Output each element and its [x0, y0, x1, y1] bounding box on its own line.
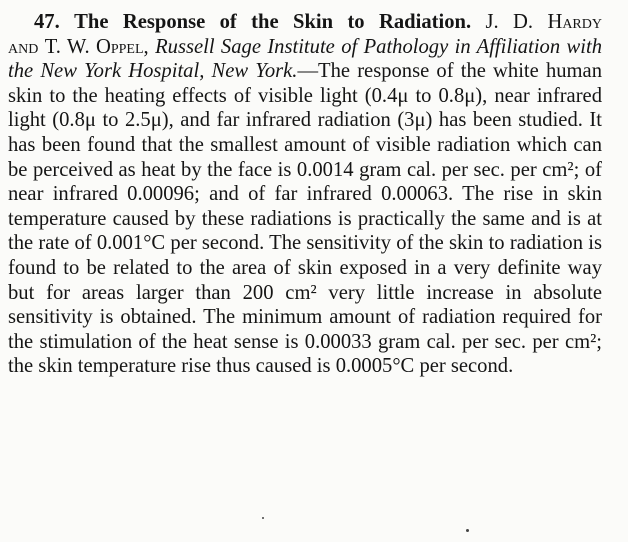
abstract-paragraph: 47. The Response of the Skin to Radiatio…: [8, 10, 602, 379]
affiliation: Russell Sage Institute of Pathology in A…: [8, 35, 602, 83]
author-conjunction: and: [8, 35, 39, 58]
abstract-number: 47.: [34, 11, 60, 33]
em-dash: —: [297, 60, 319, 83]
author-1: J. D. Hardy: [485, 11, 603, 33]
abstract-title: The Response of the Skin to Radiation.: [74, 11, 472, 33]
abstract-heading-line: 47. The Response of the Skin to Radiatio…: [8, 10, 602, 35]
print-speck: [466, 529, 469, 532]
abstract-body: The response of the white human skin to …: [8, 60, 602, 378]
print-speck: [262, 517, 264, 519]
author-2: T. W. Oppel,: [44, 35, 149, 58]
